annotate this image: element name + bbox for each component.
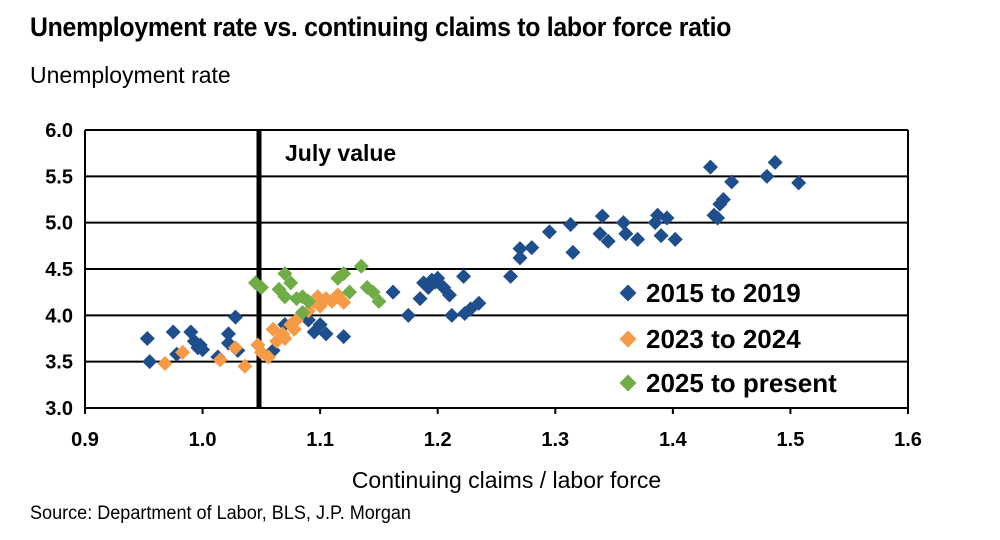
data-point [618,226,634,242]
data-point [653,228,669,244]
data-point [227,340,243,356]
data-point [365,284,381,300]
data-point [592,226,608,242]
legend-label: 2015 to 2019 [646,278,801,308]
y-tick-label: 5.5 [45,166,73,188]
data-point [295,305,311,321]
x-tick-label: 1.5 [777,429,805,451]
data-point [630,231,646,247]
data-point [142,354,158,370]
source-note: Source: Department of Labor, BLS, J.P. M… [30,503,411,524]
data-point [260,349,276,365]
data-point [715,192,731,207]
data-point [512,250,528,266]
data-point [277,266,293,282]
data-point [724,174,740,190]
data-points [139,154,807,374]
x-tick-label: 1.0 [189,429,217,451]
legend-marker [619,284,637,302]
data-point [336,329,352,345]
data-point [444,307,460,323]
data-point [600,233,616,249]
data-point [336,266,352,282]
y-tick-label: 3.5 [45,352,73,374]
tick-labels: 3.0 3.5 4.0 4.5 5.0 5.5 6.0 0.9 1.0 1.1 1.2 1.3 1.4 1… [45,120,922,451]
data-point [283,275,299,291]
legend-marker [619,330,637,348]
x-tick-label: 1.1 [306,429,334,451]
data-point [195,342,211,358]
data-point [227,309,243,325]
data-point [212,352,228,368]
data-point [512,241,528,257]
data-point [312,317,328,333]
y-tick-label: 6.0 [45,120,73,142]
data-point [667,231,683,247]
data-point [615,215,631,231]
data-point [342,284,358,300]
y-tick-label: 4.0 [45,305,73,327]
legend-marker [619,374,637,392]
x-tick-label: 0.9 [71,429,99,451]
data-point [336,294,352,310]
data-point [594,208,610,224]
data-point [441,287,457,303]
data-point [300,293,316,309]
y-axis-caption: Unemployment rate [30,62,231,88]
data-point [430,270,446,286]
data-point [659,210,675,226]
y-tick-label: 3.0 [45,398,73,420]
data-point [767,154,783,170]
y-tick-label: 5.0 [45,213,73,235]
legend-label: 2025 to present [646,368,837,398]
x-tick-label: 1.2 [424,429,452,451]
x-tick-label: 1.6 [894,429,922,451]
data-point [524,240,540,256]
data-point [541,224,557,240]
data-point [412,291,428,307]
x-tick-label: 1.3 [541,429,569,451]
y-tick-label: 4.5 [45,259,73,281]
legend-label: 2023 to 2024 [646,324,801,354]
data-point [277,331,293,346]
data-point [277,289,293,305]
data-point [791,175,807,191]
data-point [220,326,236,342]
legend: 2015 to 2019 2023 to 2024 2025 to present [619,278,837,398]
data-point [165,324,181,340]
data-point [139,331,155,346]
data-point [759,168,775,184]
data-point [456,268,472,284]
data-point [371,293,387,309]
data-point [503,268,519,284]
data-point [471,295,487,311]
axes [84,130,909,414]
chart-title: Unemployment rate vs. continuing claims … [30,12,732,42]
data-point [318,326,334,342]
data-point [565,244,581,260]
data-point [400,307,416,323]
data-point [563,217,579,233]
data-point [237,358,253,374]
data-point [157,356,173,372]
data-point [385,284,401,300]
data-point [175,344,191,360]
data-point [353,258,369,274]
data-point [253,280,269,296]
reference-line-group: July value [256,130,396,408]
data-point [710,210,726,226]
reference-line-label: July value [285,140,396,166]
x-tick-label: 1.4 [659,429,688,451]
data-point [702,159,718,175]
x-axis-title: Continuing claims / labor force [352,467,661,493]
